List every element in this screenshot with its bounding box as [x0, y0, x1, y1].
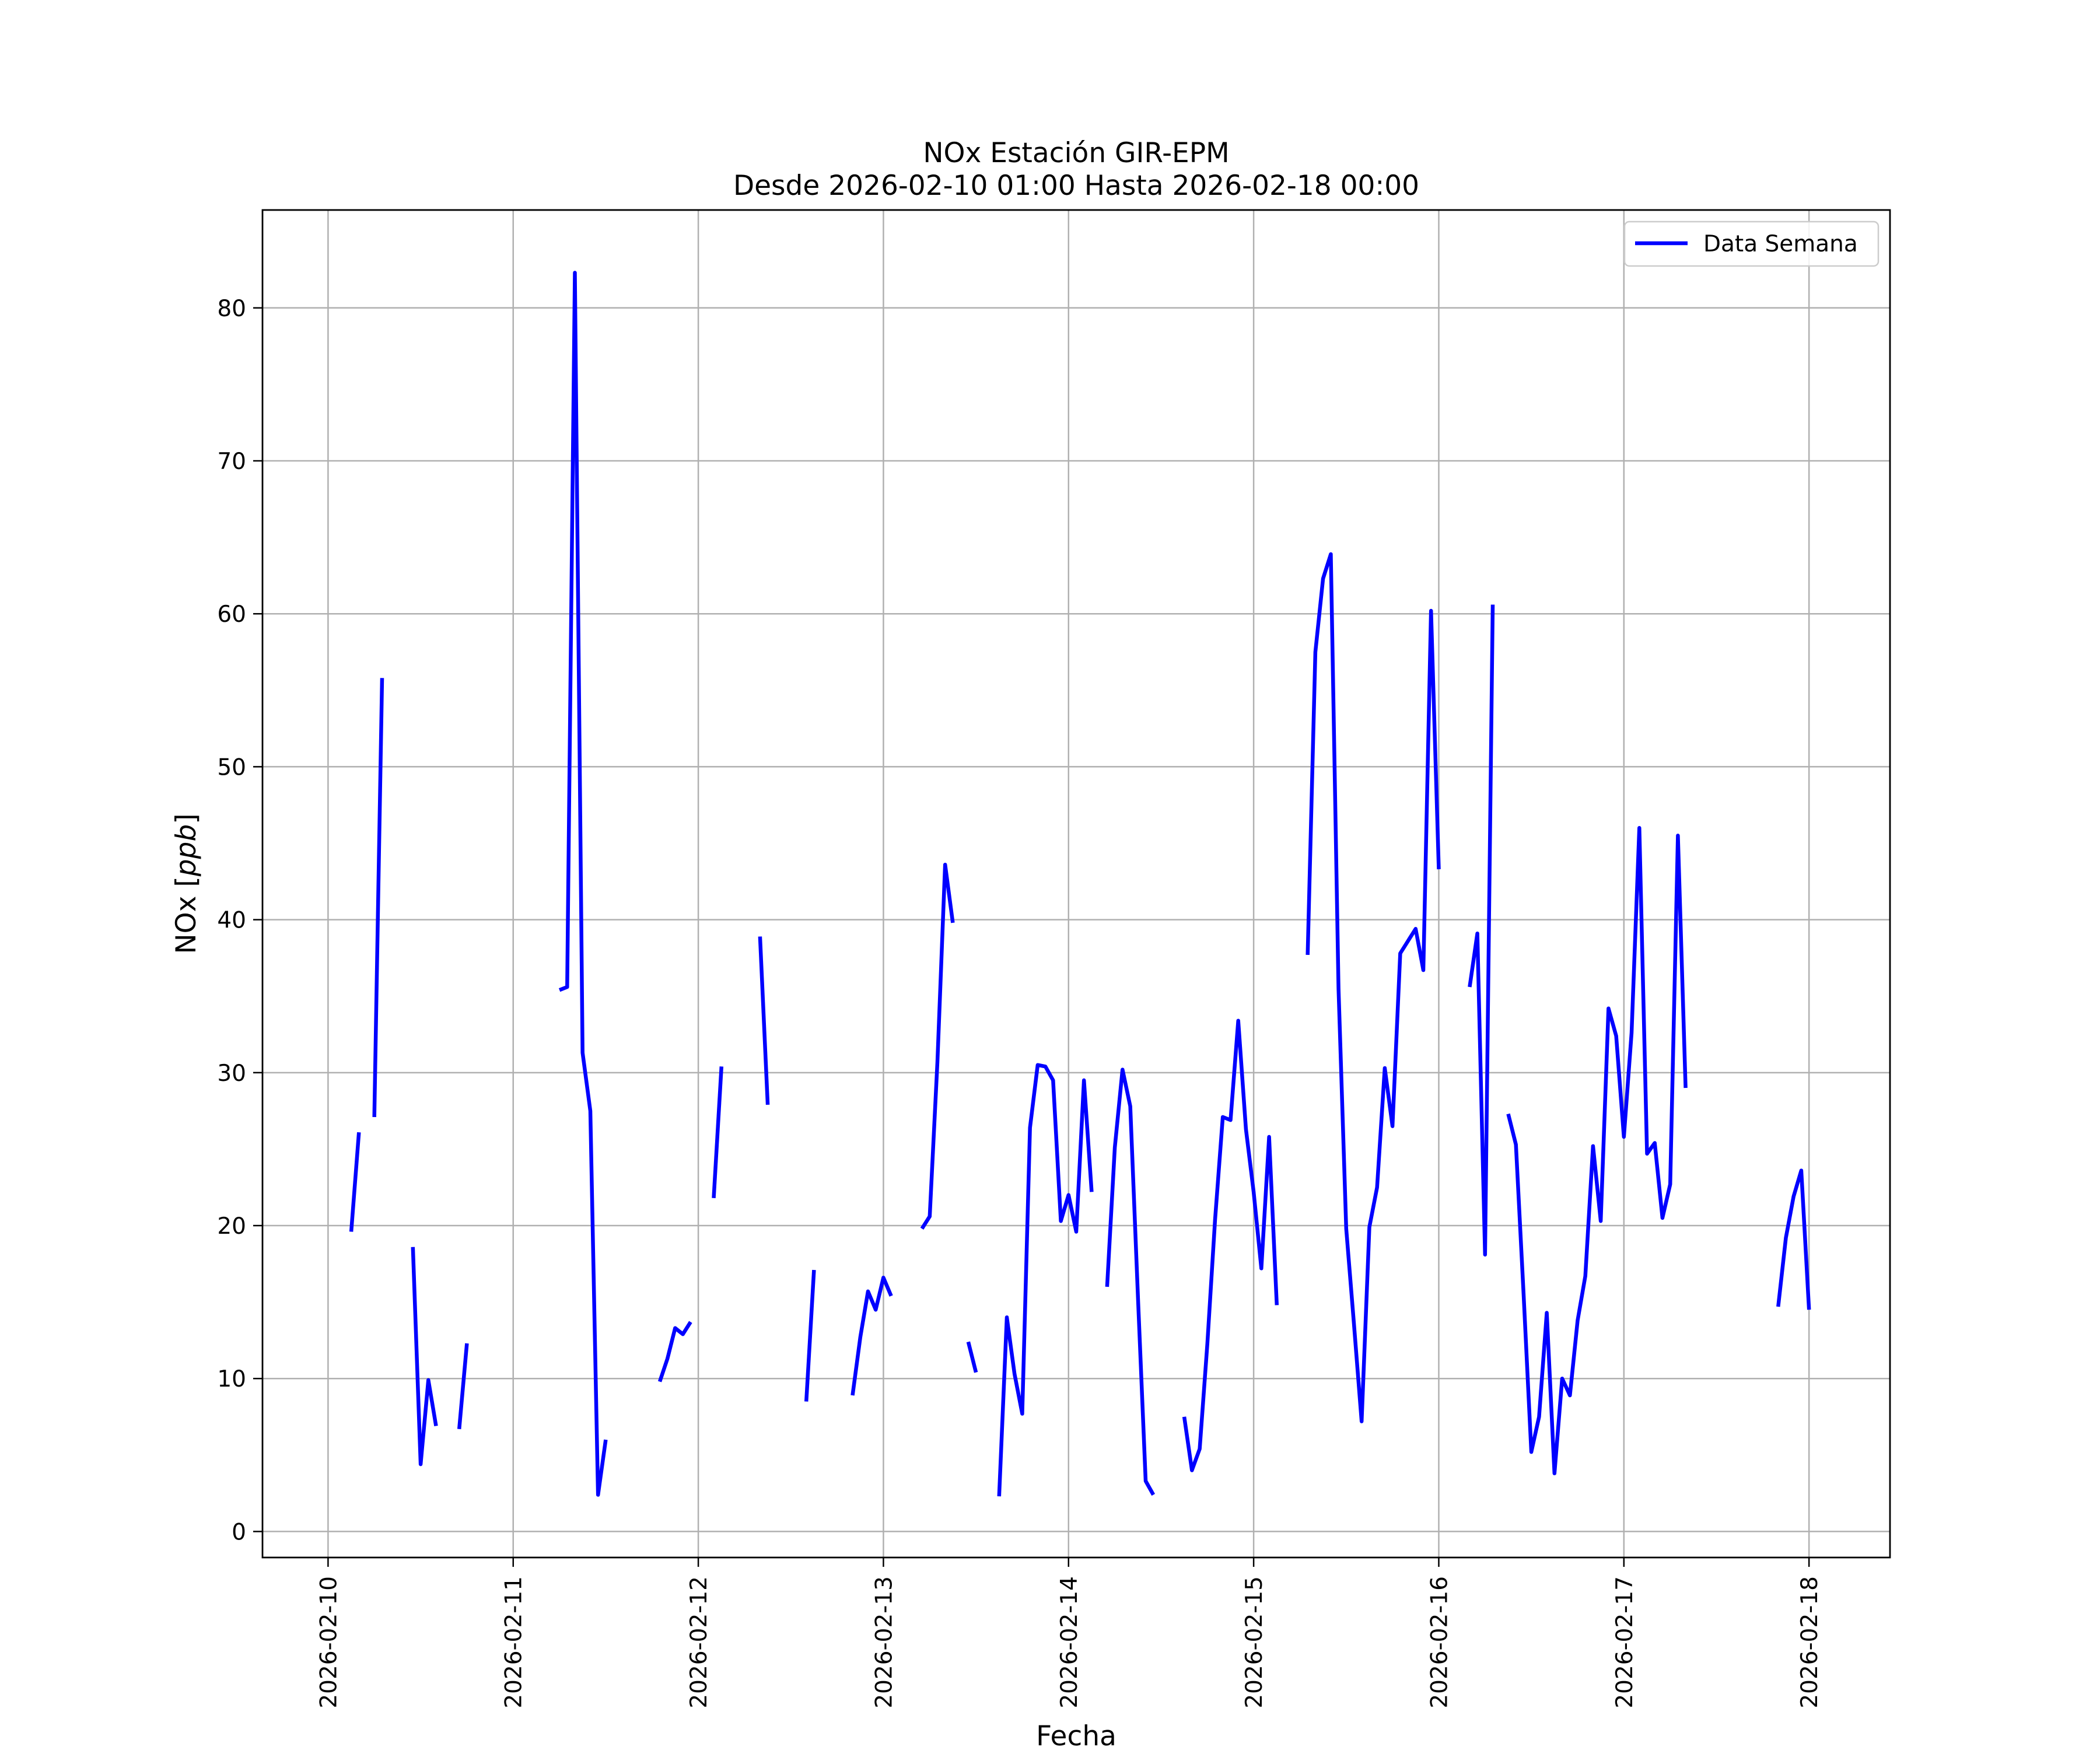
series-0-segment-3	[457, 1343, 469, 1430]
legend: Data Semana	[1623, 220, 1880, 267]
series-0-segment-0	[349, 1132, 361, 1232]
series-0-segment-8	[804, 1269, 816, 1402]
series-lines	[349, 271, 1811, 1497]
series-0-segment-16	[1468, 604, 1495, 1257]
x-tick-label-3: 2026-02-13	[871, 1576, 897, 1709]
series-0-segment-17	[1506, 826, 1688, 1476]
series-0-segment-10	[920, 862, 955, 1230]
y-axis-label-close: ]	[170, 813, 202, 824]
chart-title-line-1: NOx Estación GIR-EPM	[923, 137, 1229, 169]
legend-box	[1623, 220, 1880, 267]
legend-label: Data Semana	[1703, 231, 1858, 257]
series-0-segment-7	[758, 936, 770, 1105]
series-0-segment-1	[372, 678, 384, 1117]
x-tick-label-0: 2026-02-10	[316, 1576, 342, 1709]
y-tick-label-8: 80	[217, 296, 246, 322]
series-0-segment-12	[997, 1063, 1094, 1497]
chart-title-line-2: Desde 2026-02-10 01:00 Hasta 2026-02-18 …	[733, 170, 1419, 202]
plot-area-background	[262, 210, 1890, 1558]
x-tick-label-6: 2026-02-16	[1426, 1576, 1452, 1709]
y-axis-label: NOx [ppb]	[170, 813, 202, 954]
x-axis-label: Fecha	[1036, 1720, 1116, 1750]
x-tick-label-5: 2026-02-15	[1241, 1576, 1268, 1709]
y-axis-label-text: NOx [	[170, 876, 202, 954]
y-tick-label-0: 0	[232, 1519, 246, 1545]
x-tick-label-2: 2026-02-12	[686, 1576, 712, 1709]
y-tick-label-4: 40	[217, 908, 246, 934]
series-0-segment-5	[657, 1321, 692, 1382]
series-0-segment-15	[1306, 552, 1441, 1423]
y-tick-label-5: 50	[217, 754, 246, 780]
series-0-segment-18	[1776, 1168, 1811, 1310]
series-0-segment-11	[966, 1341, 978, 1373]
x-tick-label-8: 2026-02-18	[1797, 1576, 1823, 1709]
axis-ticks: 2026-02-10 2026-02-11 2026-02-12 2026-02-13…	[217, 296, 1823, 1709]
plot-frame	[261, 209, 1891, 1559]
y-tick-label-7: 70	[217, 449, 246, 475]
y-tick-label-1: 10	[217, 1366, 246, 1392]
grid-lines	[262, 210, 1890, 1558]
series-0-segment-6	[712, 1066, 724, 1198]
y-axis-label-unit: ppb	[170, 824, 202, 877]
y-tick-label-2: 20	[217, 1213, 246, 1240]
series-0-segment-4	[558, 271, 608, 1497]
series-0-segment-9	[850, 1275, 893, 1396]
series-0-segment-2	[411, 1247, 438, 1466]
y-tick-label-3: 30	[217, 1060, 246, 1087]
x-tick-label-1: 2026-02-11	[501, 1576, 527, 1709]
x-tick-label-4: 2026-02-14	[1056, 1576, 1083, 1709]
series-0-segment-13	[1105, 1068, 1156, 1496]
series-0-segment-14	[1182, 1019, 1279, 1472]
y-tick-label-6: 60	[217, 601, 246, 628]
x-tick-label-7: 2026-02-17	[1612, 1576, 1638, 1709]
